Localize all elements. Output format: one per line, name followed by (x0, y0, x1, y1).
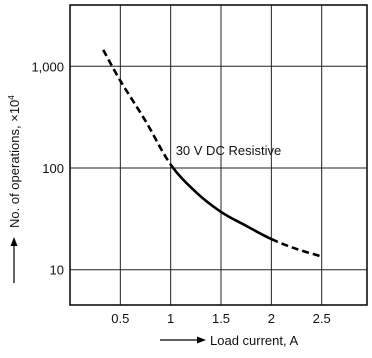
x-tick-label: 1 (167, 311, 174, 326)
y-axis-arrow-head (10, 237, 18, 246)
y-axis-label-text: No. of operations, ×10 (7, 100, 22, 228)
y-tick-label: 10 (50, 263, 64, 278)
x-tick-labels: 0.5 1 1.5 2 2.5 (111, 311, 330, 326)
curve-dashed-low-current (102, 49, 172, 166)
x-tick-label: 2 (268, 311, 275, 326)
x-axis-arrow-head (197, 336, 206, 344)
series-annotation: 30 V DC Resistive (176, 143, 281, 158)
x-axis-label: Load current, A (210, 333, 298, 348)
plot-frame (69, 4, 368, 306)
grid-lines (70, 5, 367, 305)
y-tick-labels: 10 100 1,000 (31, 59, 64, 277)
x-tick-label: 2.5 (313, 311, 331, 326)
curve-dashed-high-current (270, 237, 323, 258)
y-axis-label-exponent: 4 (7, 95, 16, 100)
y-tick-label: 1,000 (31, 59, 64, 74)
x-tick-label: 0.5 (111, 311, 129, 326)
x-tick-label: 1.5 (212, 311, 230, 326)
curve-solid-segment (169, 163, 272, 241)
y-axis-label: No. of operations, ×104 (7, 95, 22, 228)
y-tick-label: 100 (42, 161, 64, 176)
